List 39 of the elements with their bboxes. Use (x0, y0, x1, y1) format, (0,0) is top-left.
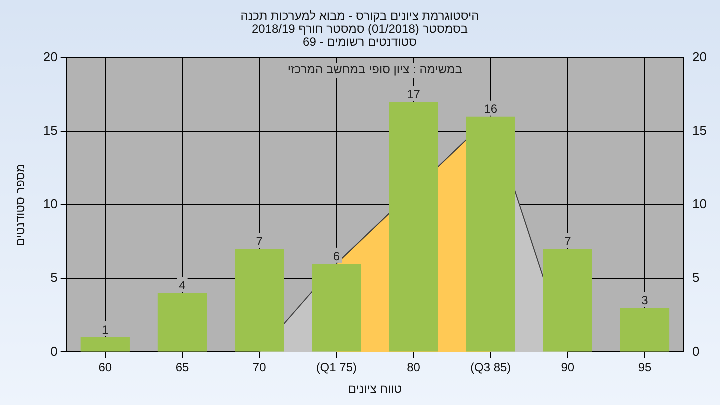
x-tick-label: 70 (252, 360, 267, 375)
data-label: 4 (179, 278, 186, 293)
y2-tick-label: 0 (692, 344, 700, 359)
y2-tick-label: 10 (692, 196, 708, 212)
data-label: 7 (564, 234, 572, 249)
x-axis-title: טווח ציונים (348, 382, 402, 396)
bar (158, 293, 208, 352)
chart-subtitle: בסמסטר (01/2018) סמסטר חורף 2018/19 סטודנטים רשומים - 69 (250, 22, 470, 49)
y-tick-label: 20 (43, 50, 58, 65)
x-tick-label: 90 (561, 360, 575, 375)
bar (312, 264, 362, 352)
y2-tick-label: 5 (692, 270, 700, 286)
y-tick-label: 0 (50, 344, 58, 359)
bar (80, 337, 130, 352)
y-tick-label: 10 (43, 196, 58, 212)
y2-tick-label: 20 (692, 50, 708, 65)
chart-title: היסטוגרמת ציונים בקורס - מבוא למערכות תכנה (240, 9, 480, 23)
x-tick-label: (Q1 75) (316, 360, 357, 375)
y-axis-title: מספר סטודנטים (14, 164, 28, 246)
data-label: 3 (642, 293, 649, 308)
x-tick-label: 60 (98, 360, 112, 375)
data-label: 16 (484, 102, 498, 116)
x-tick-label: 95 (638, 360, 652, 375)
data-label: 7 (256, 234, 264, 249)
bar (620, 308, 670, 352)
bar (235, 249, 284, 352)
bar (543, 249, 592, 352)
y2-tick-label: 15 (692, 123, 708, 138)
bar (466, 116, 516, 352)
data-label: 17 (407, 87, 421, 102)
x-tick-label: (Q3 85) (470, 360, 512, 375)
data-label: 1 (102, 322, 110, 337)
y-tick-label: 5 (50, 270, 58, 286)
x-tick-label: 65 (176, 360, 190, 375)
x-tick-label: 80 (407, 360, 421, 375)
data-label: 6 (333, 249, 340, 264)
y-tick-label: 15 (43, 123, 58, 138)
bar (389, 102, 438, 352)
annotation: במשימה : ציון סופי במחשב המרכזי (288, 62, 462, 76)
